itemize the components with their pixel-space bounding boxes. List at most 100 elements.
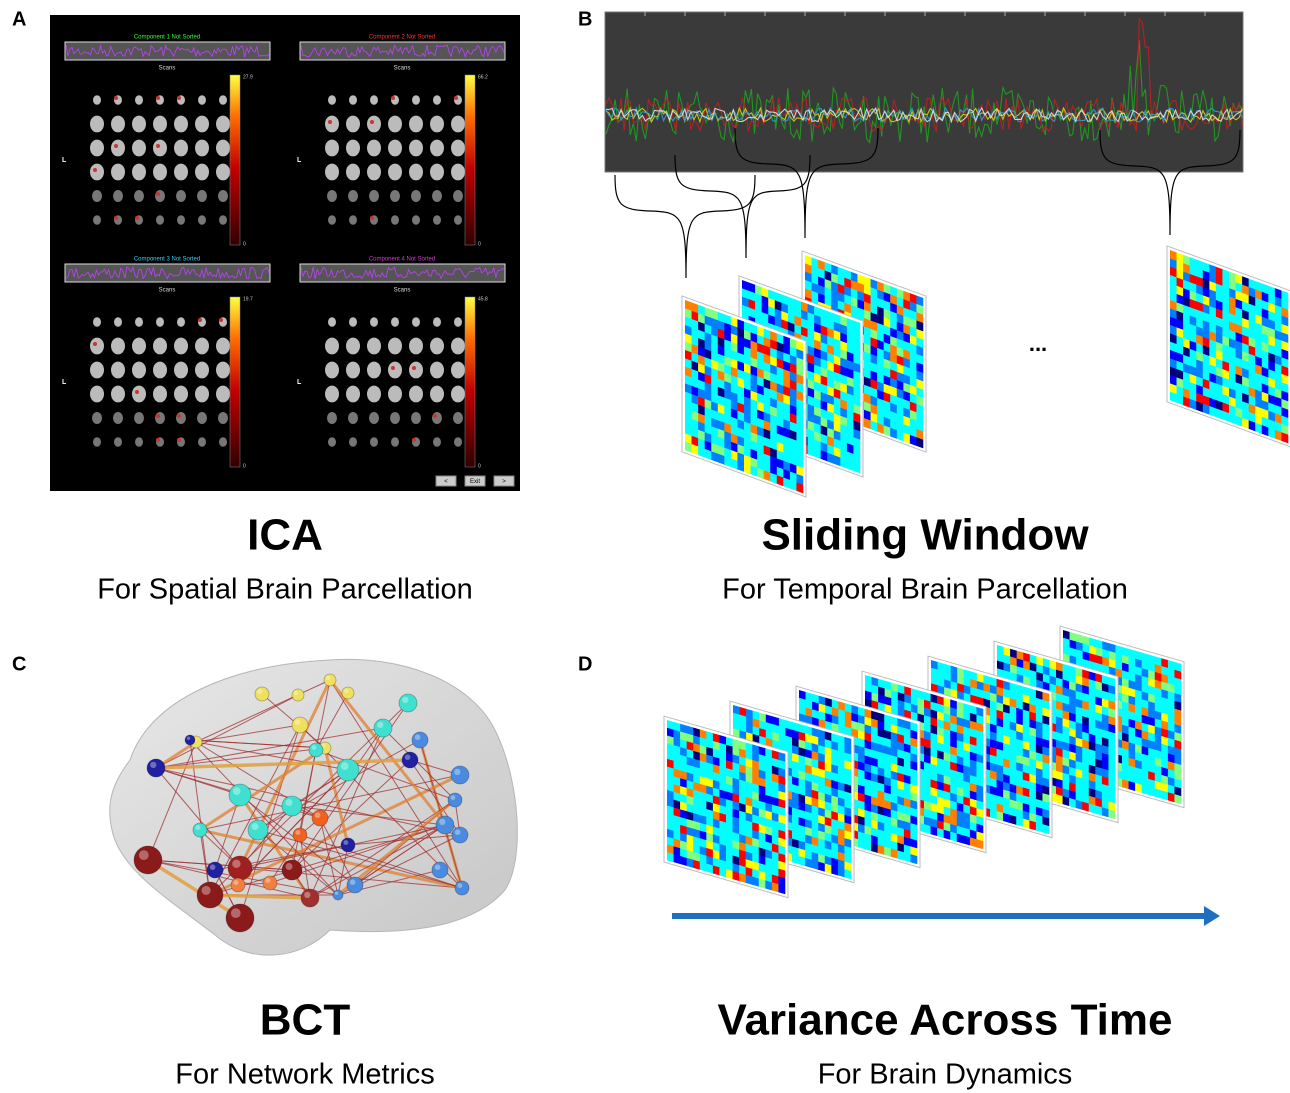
button-label: > [502, 479, 506, 485]
brain-slice [390, 412, 400, 424]
node-highlight [187, 737, 191, 741]
button-label: Exit [470, 479, 480, 485]
brain-slice [114, 317, 122, 327]
activation [156, 438, 160, 442]
brain-slice [216, 116, 230, 133]
brain-slice [90, 362, 104, 379]
network-node [193, 823, 207, 837]
brain-slice [388, 164, 402, 181]
timecourse-plot [605, 12, 1243, 172]
brain-slice [90, 386, 104, 403]
network-node [229, 784, 251, 806]
brain-slice [349, 437, 357, 447]
brain-slice [177, 317, 185, 327]
left-label: L [297, 157, 302, 164]
brain-slice [198, 437, 206, 447]
brain-slice [454, 317, 462, 327]
node-highlight [233, 787, 241, 795]
brain-slice [453, 190, 463, 202]
activation [412, 366, 416, 370]
brain-slice [114, 437, 122, 447]
brain-slice [219, 95, 227, 105]
activation [198, 318, 202, 322]
activation [391, 96, 395, 100]
brain-slice [135, 317, 143, 327]
colorbar-max: 27.9 [243, 74, 253, 80]
network-node [282, 796, 302, 816]
brain-slice [111, 140, 125, 157]
brain-slice [156, 317, 164, 327]
brain-slice [174, 386, 188, 403]
network-node [342, 687, 354, 699]
brain-slice [433, 215, 441, 225]
window-brace [615, 175, 755, 278]
component-title: Component 2 Not Sorted [369, 35, 435, 41]
node-highlight [435, 864, 441, 870]
brain-slice [409, 362, 423, 379]
brain-slice [370, 317, 378, 327]
node-highlight [343, 840, 348, 845]
brain-slice [328, 215, 336, 225]
brain-slice [412, 95, 420, 105]
activation [135, 216, 139, 220]
node-highlight [454, 769, 460, 775]
brain-slice [325, 140, 339, 157]
x-label: Scans [394, 288, 411, 294]
brain-slice [325, 116, 339, 133]
brain-slice [327, 412, 337, 424]
node-highlight [252, 823, 259, 830]
activation [370, 120, 374, 124]
brain-slice [451, 164, 465, 181]
network-node [455, 881, 469, 895]
component-title: Component 1 Not Sorted [134, 35, 200, 41]
node-highlight [286, 863, 293, 870]
brain-slice [198, 215, 206, 225]
node-highlight [457, 883, 462, 888]
panel-subtitle: For Brain Dynamics [818, 1059, 1073, 1091]
brain-slice [430, 386, 444, 403]
brain-slice [370, 95, 378, 105]
brain-slice [153, 338, 167, 355]
brain-slice [219, 437, 227, 447]
brain-slice [134, 412, 144, 424]
brain-slice [90, 338, 104, 355]
activation [219, 318, 223, 322]
node-highlight [315, 812, 321, 818]
trace-box [300, 42, 505, 60]
network-node [324, 674, 336, 686]
trace-box [65, 42, 270, 60]
brain-slice [367, 116, 381, 133]
brain-slice [349, 317, 357, 327]
brain-slice [174, 164, 188, 181]
brain-slice [132, 362, 146, 379]
brain-slice [433, 95, 441, 105]
brain-slice [390, 190, 400, 202]
panel-label: A [12, 8, 26, 30]
brain-slice [346, 116, 360, 133]
brain-slice [328, 437, 336, 447]
activation [114, 216, 118, 220]
brain-slice [328, 317, 336, 327]
brain-slice [325, 386, 339, 403]
network-node [333, 890, 343, 900]
brain-slice [454, 437, 462, 447]
node-highlight [195, 825, 200, 830]
panel-subtitle: For Temporal Brain Parcellation [722, 574, 1128, 606]
network-node [185, 735, 195, 745]
brain-slice [327, 190, 337, 202]
node-highlight [232, 860, 240, 868]
brain-slice [216, 386, 230, 403]
panel-subtitle: For Spatial Brain Parcellation [97, 574, 473, 606]
node-highlight [202, 886, 211, 895]
node-highlight [377, 722, 383, 728]
network-node [263, 876, 277, 890]
node-highlight [341, 762, 349, 770]
node-highlight [326, 676, 330, 680]
component-title: Component 4 Not Sorted [369, 257, 435, 263]
panel-label: B [578, 8, 592, 30]
network-node [293, 828, 307, 842]
brain-slice [451, 362, 465, 379]
brain-slice [197, 412, 207, 424]
node-highlight [304, 892, 310, 898]
activation [156, 96, 160, 100]
